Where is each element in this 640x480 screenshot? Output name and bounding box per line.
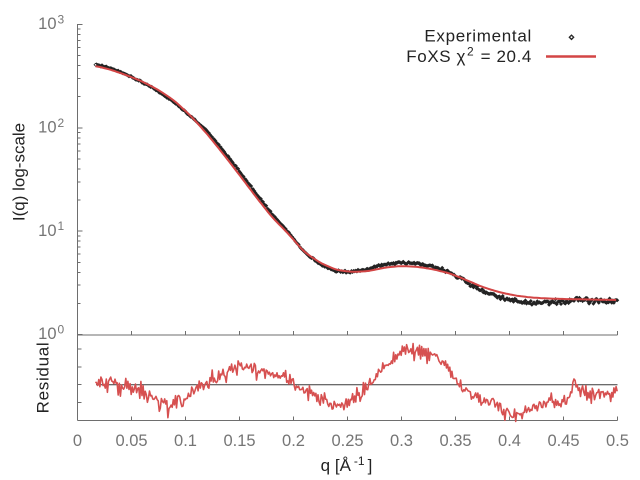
svg-text:3: 3 xyxy=(58,13,65,27)
svg-text:Residual: Residual xyxy=(34,342,53,414)
svg-text:0.35: 0.35 xyxy=(439,432,471,450)
svg-text:10: 10 xyxy=(38,15,56,33)
svg-text:10: 10 xyxy=(38,222,56,240)
svg-text:1: 1 xyxy=(58,219,65,233)
svg-text:0.3: 0.3 xyxy=(390,432,413,450)
svg-text:0: 0 xyxy=(58,323,65,337)
svg-text:0.45: 0.45 xyxy=(547,432,579,450)
svg-text:0.15: 0.15 xyxy=(223,432,255,450)
svg-text:FoXS χ2 = 20.4: FoXS χ2 = 20.4 xyxy=(406,45,532,67)
svg-text:10: 10 xyxy=(38,118,56,136)
svg-text:0.4: 0.4 xyxy=(498,432,521,450)
svg-text:0.2: 0.2 xyxy=(282,432,305,450)
svg-text:I(q) log-scale: I(q) log-scale xyxy=(10,123,29,221)
svg-text:0.1: 0.1 xyxy=(174,432,197,450)
svg-text:0.25: 0.25 xyxy=(331,432,363,450)
svg-text:2: 2 xyxy=(58,116,65,130)
svg-text:Experimental: Experimental xyxy=(424,27,532,46)
svg-text:0.05: 0.05 xyxy=(115,432,147,450)
svg-text:10: 10 xyxy=(38,325,56,343)
svg-text:0: 0 xyxy=(73,432,82,450)
svg-text:0.5: 0.5 xyxy=(606,432,629,450)
